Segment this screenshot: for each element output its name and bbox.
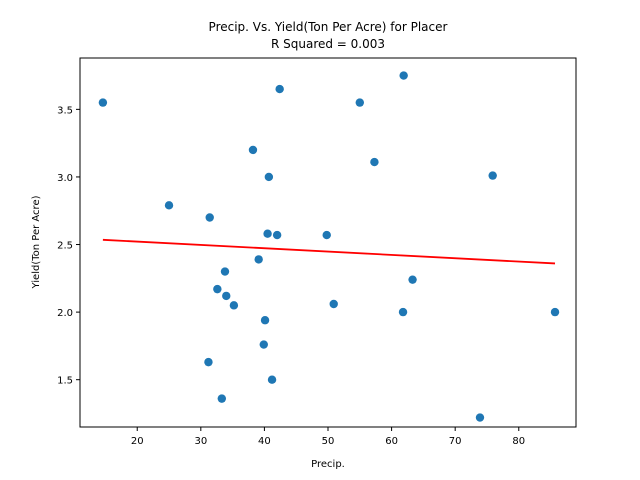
data-point: [355, 98, 364, 107]
x-tick-label: 20: [131, 436, 144, 447]
x-tick-label: 30: [194, 436, 207, 447]
data-point: [272, 230, 282, 240]
data-point: [220, 267, 230, 276]
data-point: [322, 230, 331, 240]
data-point: [260, 316, 270, 325]
data-point: [229, 301, 239, 310]
data-point: [399, 71, 408, 80]
x-tick-label: 50: [322, 436, 335, 447]
x-axis-label: Precip.: [311, 459, 345, 470]
y-tick-label: 2.0: [57, 308, 73, 319]
chart-subtitle: R Squared = 0.003: [271, 37, 385, 51]
data-point: [205, 213, 214, 222]
axes: 20 30 40 50 60 70 80 1.5 2.0 2.5 3.0 3.5: [57, 57, 577, 447]
data-point: [488, 171, 497, 180]
data-point: [475, 413, 485, 422]
data-points: [98, 71, 560, 422]
data-point: [263, 229, 272, 238]
x-tick-label: 40: [258, 436, 271, 447]
x-tick-label: 60: [385, 436, 398, 447]
data-point: [254, 255, 263, 264]
data-point: [275, 84, 284, 94]
data-point: [213, 284, 222, 294]
data-point: [370, 157, 379, 167]
data-point: [329, 299, 338, 309]
data-point: [222, 291, 231, 301]
y-axis-label: Yield(Ton Per Acre): [31, 195, 42, 289]
y-tick-label: 3.5: [57, 105, 73, 116]
data-point: [398, 307, 408, 317]
data-point: [98, 98, 108, 107]
data-point: [267, 375, 277, 384]
y-tick-label: 2.5: [57, 241, 73, 252]
y-tick-label: 1.5: [57, 376, 73, 387]
fit-line-layer: [102, 238, 556, 265]
y-tick-label: 3.0: [57, 173, 73, 184]
fit-line: [102, 238, 556, 265]
data-point: [217, 394, 227, 403]
data-point: [248, 145, 258, 155]
data-point: [204, 357, 213, 367]
data-point: [264, 172, 274, 182]
data-point: [550, 307, 560, 317]
data-point: [164, 201, 174, 210]
x-tick-label: 80: [512, 436, 525, 447]
chart-title: Precip. Vs. Yield(Ton Per Acre) for Plac…: [209, 20, 448, 34]
data-point: [408, 275, 417, 284]
x-tick-label: 70: [449, 436, 462, 447]
data-point: [259, 340, 268, 349]
